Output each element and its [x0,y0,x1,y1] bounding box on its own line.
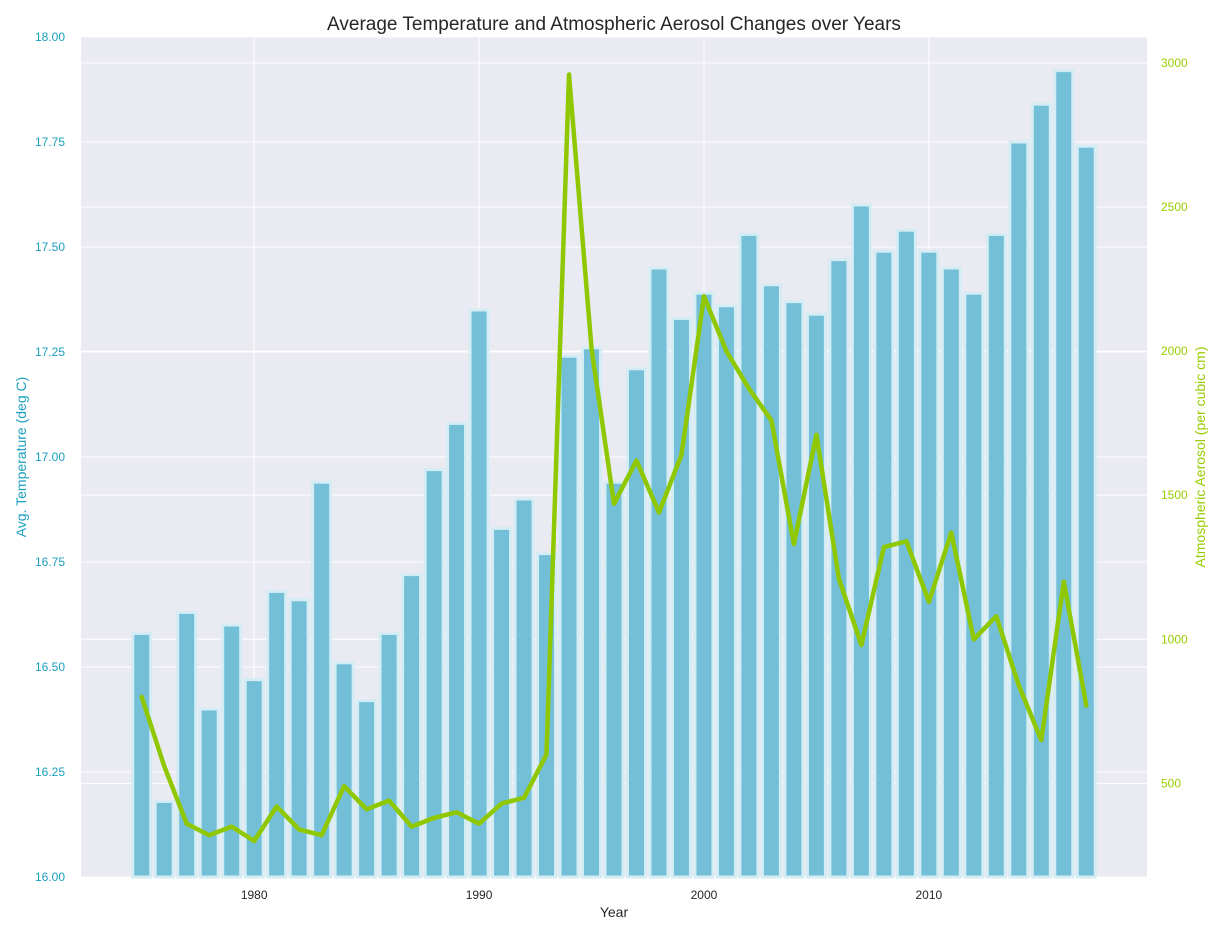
x-axis-ticks: 1980 1990 2000 2010 [241,888,943,902]
x-tick-label: 2010 [916,888,943,902]
temperature-bar [648,266,670,879]
y-axis-label-left: Avg. Temperature (deg C) [13,377,29,538]
right-axis-ticks: 500 1000 1500 2000 2500 3000 [1161,56,1188,790]
temperature-bar [221,623,243,879]
aerosol-line [139,72,1089,844]
x-tick-label: 2000 [691,888,718,902]
temperature-bar [581,346,603,879]
temperature-bar [783,300,805,879]
temperature-bar [738,232,760,879]
left-tick-label: 17.25 [35,345,65,359]
temperature-bar [1053,69,1075,879]
temperature-bar [401,573,423,879]
temperature-bar [513,497,535,879]
temperature-bar [491,526,513,879]
x-axis-label: Year [600,904,629,920]
temperature-bar [918,249,940,879]
temperature-bar [625,367,647,879]
temperature-bar [378,631,400,879]
temperature-bar [1030,102,1052,879]
temperature-bar [176,610,198,879]
temperature-bar [985,232,1007,879]
temperature-bar [356,699,378,879]
temperature-bar [468,308,490,879]
left-tick-label: 16.50 [35,660,65,674]
bars-layer [131,69,1097,879]
left-tick-label: 17.75 [35,135,65,149]
temperature-bar [760,283,782,879]
right-tick-label: 1000 [1161,632,1188,646]
temperature-bar [873,249,895,879]
temperature-bar [693,291,715,879]
temperature-bar [243,678,265,879]
temperature-bar [715,304,737,879]
left-tick-label: 17.50 [35,240,65,254]
temperature-bar [311,480,333,879]
temperature-bar [1008,140,1030,879]
temperature-bar [603,480,625,879]
chart-title: Average Temperature and Atmospheric Aero… [327,14,901,35]
x-tick-label: 1990 [466,888,493,902]
right-tick-label: 3000 [1161,56,1188,70]
temperature-bar [850,203,872,879]
right-tick-label: 500 [1161,776,1181,790]
right-tick-label: 1500 [1161,488,1188,502]
line-layer [139,72,1089,844]
temperature-bar [198,707,220,879]
temperature-bar [333,661,355,879]
temperature-bar [131,631,153,879]
temperature-bar [963,291,985,879]
temperature-bar [288,598,310,879]
temperature-bar [153,799,175,879]
temperature-bar [1075,144,1097,879]
temperature-bar [895,228,917,879]
right-tick-label: 2000 [1161,344,1188,358]
left-tick-label: 16.00 [35,870,65,884]
temperature-bar [423,468,445,879]
temperature-bar [805,312,827,879]
y-axis-label-right: Atmospheric Aerosol (per cubic cm) [1192,347,1208,568]
temperature-bar [670,316,692,879]
left-tick-label: 16.75 [35,555,65,569]
left-tick-label: 18.00 [35,30,65,44]
left-tick-label: 17.00 [35,450,65,464]
left-axis-ticks: 16.00 16.25 16.50 16.75 17.00 17.25 17.50 17.75… [35,30,65,884]
temperature-bar [446,421,468,879]
left-tick-label: 16.25 [35,765,65,779]
right-tick-label: 2500 [1161,200,1188,214]
x-tick-label: 1980 [241,888,268,902]
temperature-bar [558,354,580,879]
temperature-bar [266,589,288,879]
